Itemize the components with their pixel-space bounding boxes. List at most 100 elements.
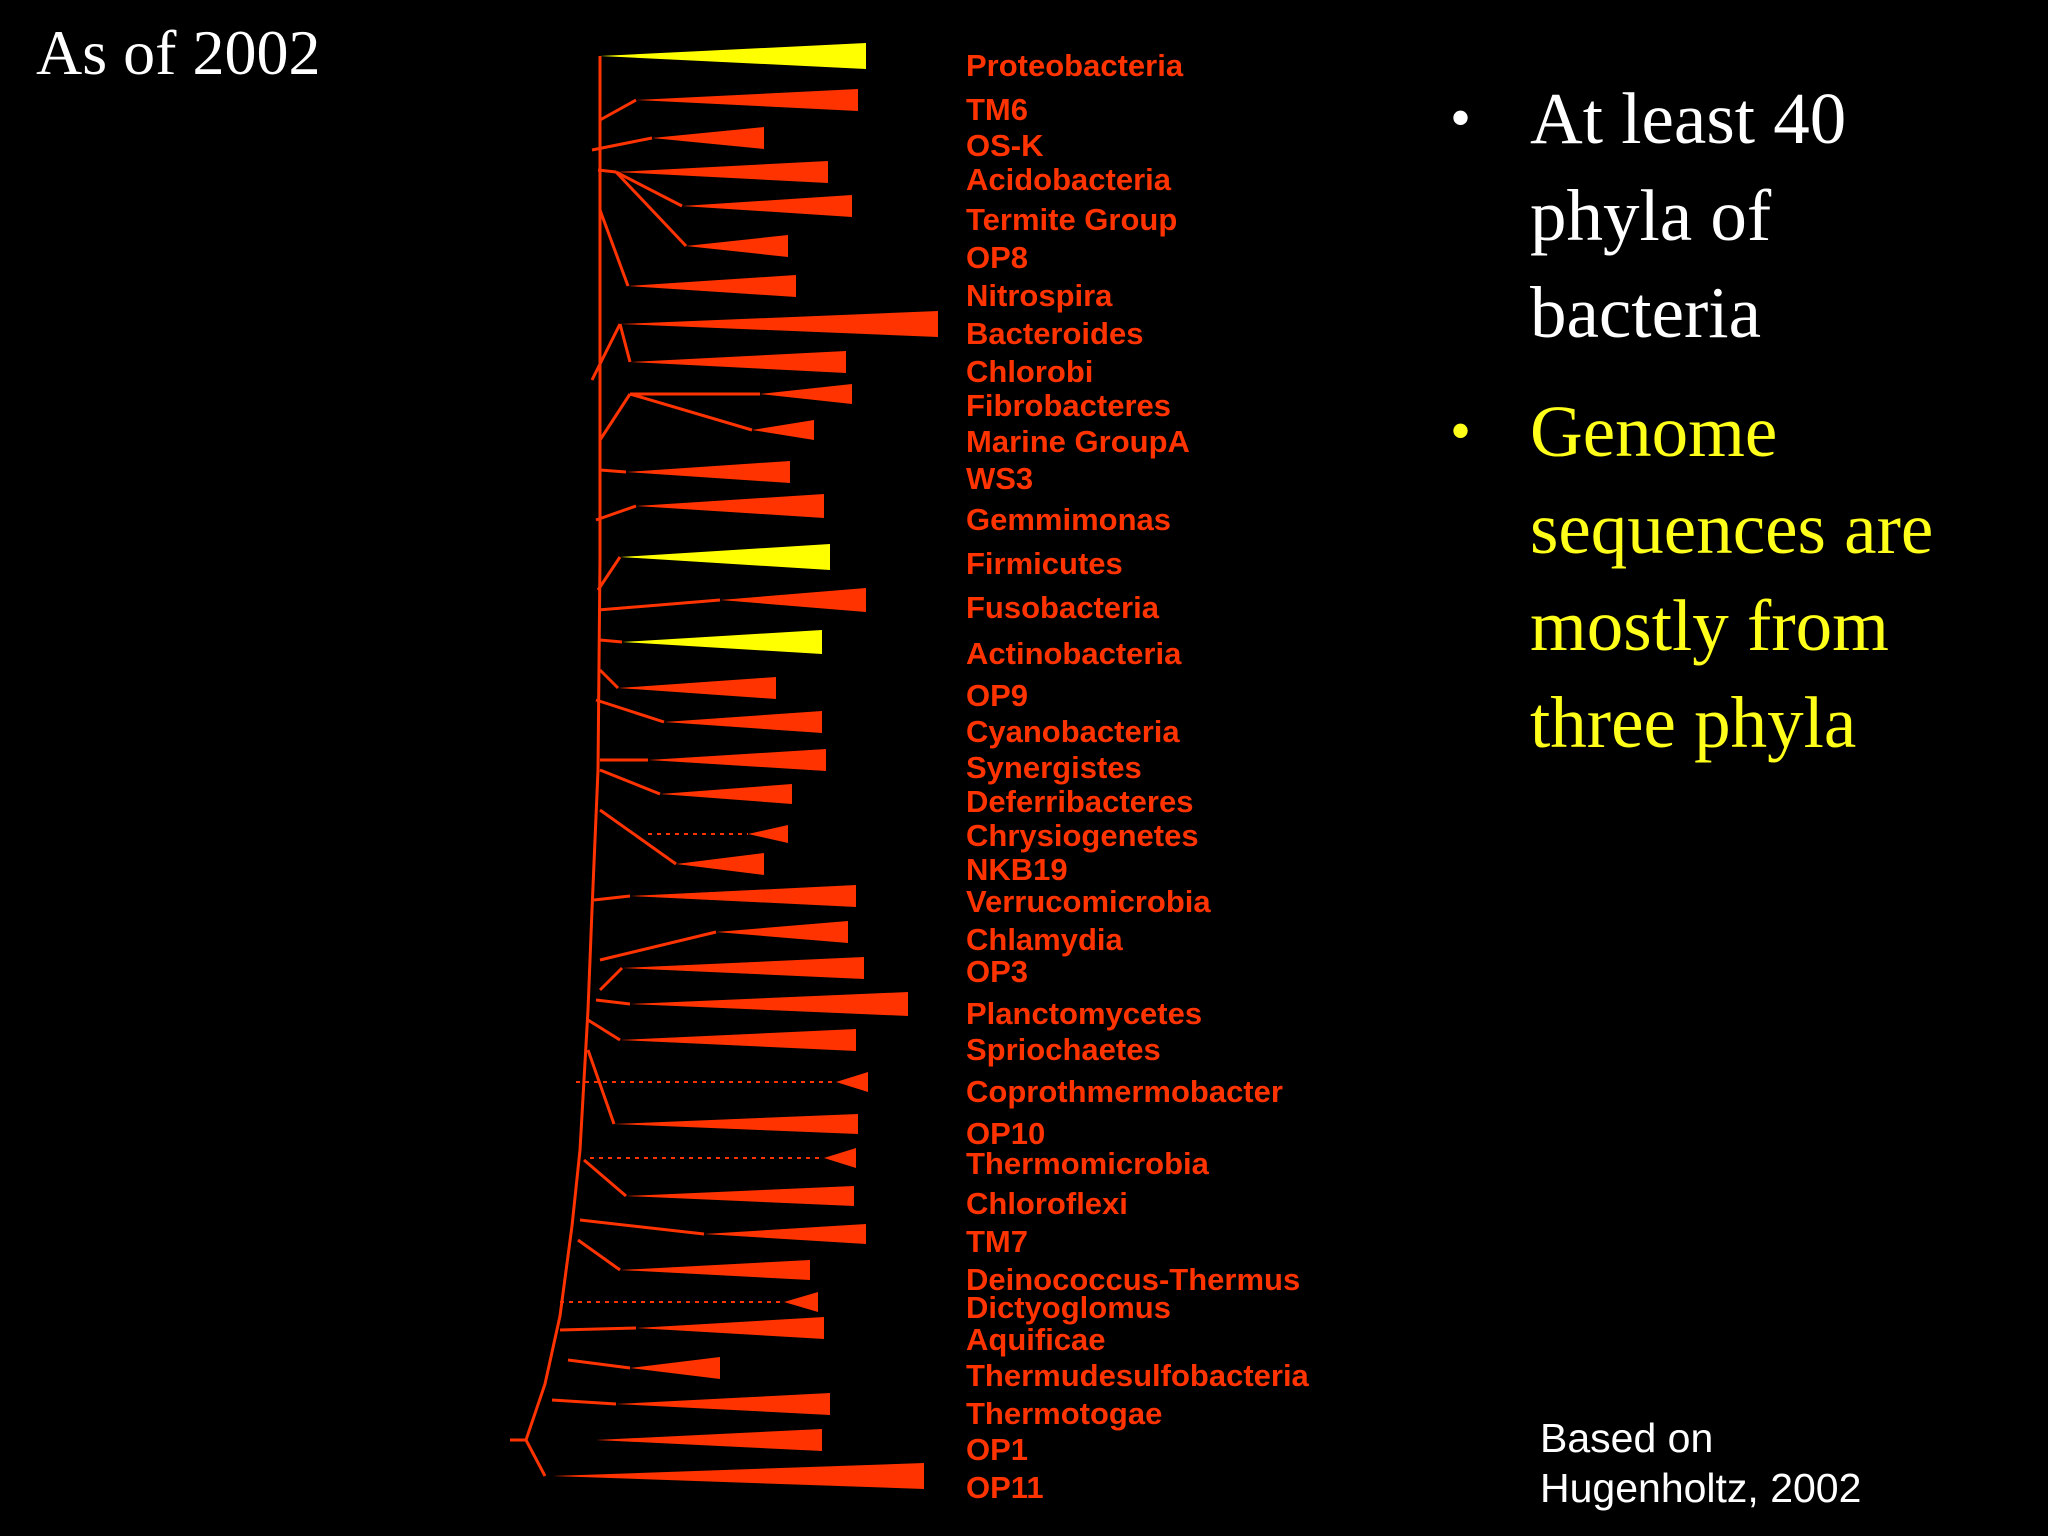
tree-branch	[598, 209, 630, 287]
phylum-wedge	[596, 1429, 822, 1451]
phylum-wedge	[552, 1463, 924, 1489]
phylum-wedge	[620, 311, 938, 337]
tree-branch	[599, 808, 677, 866]
phylum-wedge	[704, 1224, 866, 1244]
phylum-label: Chrysiogenetes	[966, 818, 1199, 853]
phylum-wedge	[652, 127, 764, 149]
bullet-line: bacteria	[1530, 272, 1761, 353]
phylum-label: Spriochaetes	[966, 1032, 1161, 1067]
phylum-label: Synergistes	[966, 750, 1142, 785]
phylum-wedge	[630, 885, 856, 907]
phylum-wedge	[630, 992, 908, 1016]
tree-branch	[559, 1326, 637, 1332]
phylum-label: Marine GroupA	[966, 424, 1190, 459]
tree-branch	[597, 598, 721, 612]
phylum-wedge	[600, 43, 866, 69]
phylum-label: Acidobacteria	[966, 162, 1172, 197]
phylum-label: Chlamydia	[966, 922, 1124, 957]
bullet-line: three phyla	[1530, 682, 1857, 763]
phylum-wedge	[636, 1317, 824, 1339]
tree-branch	[591, 136, 653, 152]
phylum-wedge	[716, 921, 848, 943]
phylum-wedge	[618, 677, 776, 699]
tree-branch	[524, 56, 602, 1441]
phylum-wedge	[622, 957, 864, 979]
phylum-label: NKB19	[966, 852, 1068, 887]
tree-branch	[629, 392, 753, 432]
phylum-label: Aquificae	[966, 1322, 1106, 1357]
phylum-wedge	[686, 235, 788, 257]
phylum-wedge	[622, 630, 822, 654]
tree-branch	[599, 930, 717, 962]
tree-branch	[614, 170, 688, 248]
tree-branch	[595, 998, 631, 1006]
phylum-label: OP8	[966, 240, 1028, 275]
tree-branch	[618, 323, 632, 363]
phylum-wedge	[616, 161, 828, 183]
phylum-label: OP9	[966, 678, 1028, 713]
tree-branch	[615, 170, 683, 208]
phylum-label: Deinococcus-Thermus	[966, 1262, 1300, 1297]
tree-branch	[599, 638, 623, 644]
tree-branch	[595, 504, 637, 522]
phylum-wedge	[614, 1114, 858, 1134]
tree-branch	[598, 393, 632, 441]
tree-branch	[551, 1398, 617, 1406]
phylum-wedge	[630, 1357, 720, 1379]
tree-branch	[567, 1358, 631, 1370]
phylum-wedge	[824, 1148, 856, 1168]
phylum-wedge	[664, 711, 822, 733]
tree-branch	[595, 698, 665, 724]
phylum-wedge	[752, 420, 814, 440]
tree-branch	[599, 468, 627, 474]
phylum-label: OP10	[966, 1116, 1045, 1151]
phylum-label: Fusobacteria	[966, 590, 1160, 625]
phylum-wedge	[626, 1186, 854, 1206]
phylum-wedge	[784, 1292, 818, 1312]
tree-branch	[577, 1238, 621, 1272]
phylum-label: Thermudesulfobacteria	[966, 1358, 1310, 1393]
phylum-wedge	[682, 195, 852, 217]
phylum-wedge	[620, 1260, 810, 1280]
bullet-phyla-count: • At least 40 phyla of bacteria	[1450, 70, 2010, 361]
phylum-wedge	[720, 588, 866, 612]
phylum-label: Firmicutes	[966, 546, 1123, 581]
tree-branch	[587, 1018, 621, 1042]
phylum-wedge	[748, 825, 788, 843]
source-citation: Based on Hugenholtz, 2002	[1540, 1413, 1861, 1513]
tree-branch	[598, 668, 620, 690]
phylum-label: Planctomycetes	[966, 996, 1202, 1031]
tree-branch	[596, 556, 622, 591]
phylum-label: Nitrospira	[966, 278, 1113, 313]
phylum-wedge	[628, 275, 796, 297]
phylum-wedge	[836, 1072, 868, 1092]
phylum-label: Dictyoglomus	[966, 1290, 1171, 1325]
phylum-wedge	[648, 749, 826, 771]
bullet-line: phyla of	[1530, 175, 1772, 256]
tree-branch	[590, 323, 622, 381]
tree-branch	[599, 98, 637, 122]
phylum-wedge	[636, 494, 824, 518]
source-line: Hugenholtz, 2002	[1540, 1465, 1862, 1511]
phylum-label: Cyanobacteria	[966, 714, 1180, 749]
phylum-wedge	[620, 544, 830, 570]
phylum-label: Coprothmermobacter	[966, 1074, 1283, 1109]
phylum-label: Fibrobacteres	[966, 388, 1171, 423]
bullet-line: Genome	[1530, 391, 1778, 472]
bullet-line: mostly from	[1530, 585, 1889, 666]
tree-branch	[597, 168, 617, 174]
phylum-label: TM6	[966, 92, 1028, 127]
tree-branch	[586, 1049, 616, 1125]
phylum-label: WS3	[966, 461, 1033, 496]
slide-title: As of 2002	[36, 17, 321, 88]
phylum-label: Verrucomicrobia	[966, 884, 1211, 919]
phylum-label: Proteobacteria	[966, 48, 1184, 83]
phylum-label: OS-K	[966, 128, 1044, 163]
tree-branch	[583, 1158, 627, 1198]
tree-branch	[598, 966, 624, 992]
bullet-dot-icon: •	[1450, 85, 1472, 151]
bullet-line: At least 40	[1530, 78, 1847, 159]
tree-branch	[593, 894, 631, 902]
